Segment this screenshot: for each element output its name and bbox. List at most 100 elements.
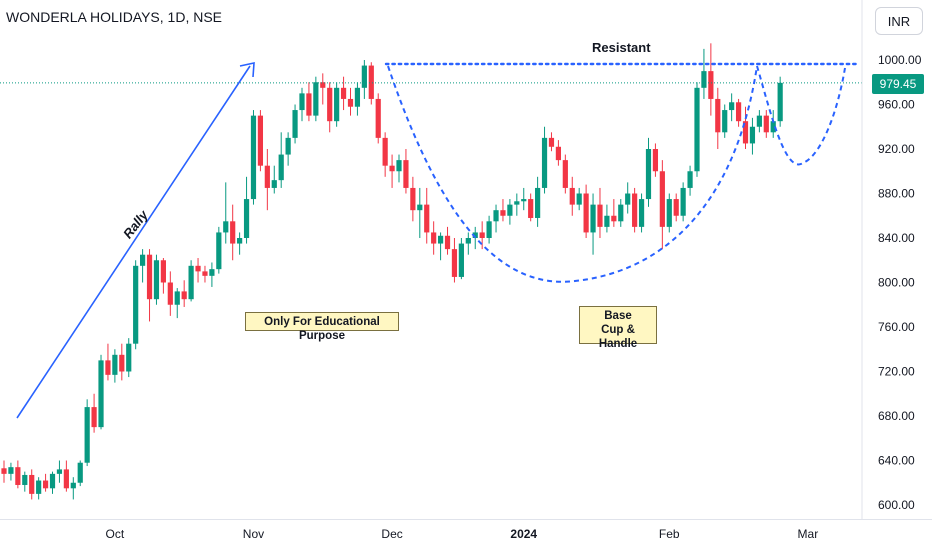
candle-body xyxy=(257,115,264,166)
candle-body xyxy=(195,265,201,272)
candle-body xyxy=(431,232,437,244)
candle-body xyxy=(15,467,21,485)
educational-note-text: Only For Educational Purpose xyxy=(264,316,380,342)
pattern-note: Base Cup & Handle xyxy=(579,306,657,350)
candle-body xyxy=(708,71,714,99)
y-tick-label: 640.00 xyxy=(878,454,915,468)
candle-body xyxy=(91,407,97,428)
candle-body xyxy=(313,82,319,116)
pattern-note-line2: Cup & Handle xyxy=(598,324,638,350)
candle-body xyxy=(632,193,638,227)
candle-body xyxy=(417,204,423,211)
candle-body xyxy=(98,360,104,428)
candle-body xyxy=(29,474,35,494)
candle-body xyxy=(285,137,291,155)
candle-body xyxy=(479,232,485,238)
candle-body xyxy=(167,282,173,305)
candle-body xyxy=(181,291,187,300)
candle-body xyxy=(458,243,464,277)
candle-body xyxy=(63,469,69,489)
candle-body xyxy=(763,115,769,133)
candle-body xyxy=(271,180,277,188)
candle-body xyxy=(645,149,652,200)
candle-body xyxy=(528,199,534,218)
candle-body xyxy=(264,165,270,188)
candle-body xyxy=(368,65,374,99)
candle-body xyxy=(36,480,42,494)
y-tick-label: 720.00 xyxy=(878,365,915,379)
candle-body xyxy=(444,235,451,250)
candle-body xyxy=(202,271,208,276)
candle-body xyxy=(638,199,645,227)
candle-body xyxy=(70,482,76,489)
currency-selector[interactable]: INR xyxy=(875,7,923,35)
candle-body xyxy=(8,467,14,474)
x-tick-label: Mar xyxy=(798,527,819,541)
y-tick-label: 880.00 xyxy=(878,187,915,201)
candle-body xyxy=(735,102,742,122)
x-tick-label: Dec xyxy=(381,527,402,541)
candle-body xyxy=(548,137,555,147)
candle-body xyxy=(715,98,721,133)
candle-body xyxy=(687,171,693,188)
candle-body xyxy=(576,193,582,205)
candle-body xyxy=(749,126,756,144)
candle-body xyxy=(569,187,575,205)
candle-body xyxy=(618,204,624,222)
candle-body xyxy=(84,407,90,463)
y-tick-label: 760.00 xyxy=(878,320,915,334)
candle-body xyxy=(49,473,56,489)
chart-title: WONDERLA HOLIDAYS, 1D, NSE xyxy=(6,9,223,25)
candle-body xyxy=(659,171,665,227)
candle-body xyxy=(188,265,194,300)
candle-body xyxy=(742,121,749,144)
candle-body xyxy=(514,201,520,205)
candle-body xyxy=(396,160,402,172)
candle-body xyxy=(756,115,762,127)
candle-body xyxy=(673,199,679,216)
candle-body xyxy=(140,254,146,266)
y-tick-label: 680.00 xyxy=(878,409,915,423)
candle-body xyxy=(729,102,735,111)
y-tick-label: 920.00 xyxy=(878,142,915,156)
candle-body xyxy=(153,260,160,300)
candle-body xyxy=(389,165,395,172)
candle-body xyxy=(174,291,180,305)
candle-body xyxy=(340,87,347,99)
candle-body xyxy=(126,343,132,372)
candle-body xyxy=(216,232,222,270)
candle-body xyxy=(597,204,603,227)
candle-body xyxy=(770,121,776,133)
candle-body xyxy=(146,254,153,300)
candle-body xyxy=(250,115,257,200)
candle-body xyxy=(680,187,686,216)
candle-body xyxy=(77,462,83,483)
rally-arrowhead xyxy=(239,61,255,78)
y-tick-label: 960.00 xyxy=(878,98,915,112)
y-tick-label: 800.00 xyxy=(878,276,915,290)
overlays xyxy=(0,61,862,419)
x-axis: Oct Nov Dec 2024 Feb Mar xyxy=(0,519,932,541)
candle-body xyxy=(465,238,471,244)
candle-body xyxy=(320,82,326,88)
candle-body xyxy=(278,154,284,181)
candle-body xyxy=(410,187,416,211)
candle-body xyxy=(666,199,672,227)
candle-body xyxy=(22,474,28,485)
candle-body xyxy=(306,93,312,116)
candle-body xyxy=(237,238,243,244)
handle-curve xyxy=(756,65,846,166)
candles xyxy=(1,43,783,500)
cup-curve xyxy=(387,65,758,283)
candle-body xyxy=(777,82,783,122)
candle-body xyxy=(209,269,215,276)
pattern-note-line1: Base xyxy=(604,310,632,322)
candle-body xyxy=(223,221,229,233)
candle-body xyxy=(486,221,492,238)
candle-body xyxy=(1,468,7,474)
candle-body xyxy=(354,87,361,107)
candle-body xyxy=(507,204,513,216)
resistant-label: Resistant xyxy=(592,40,651,55)
candle-body xyxy=(590,204,596,233)
